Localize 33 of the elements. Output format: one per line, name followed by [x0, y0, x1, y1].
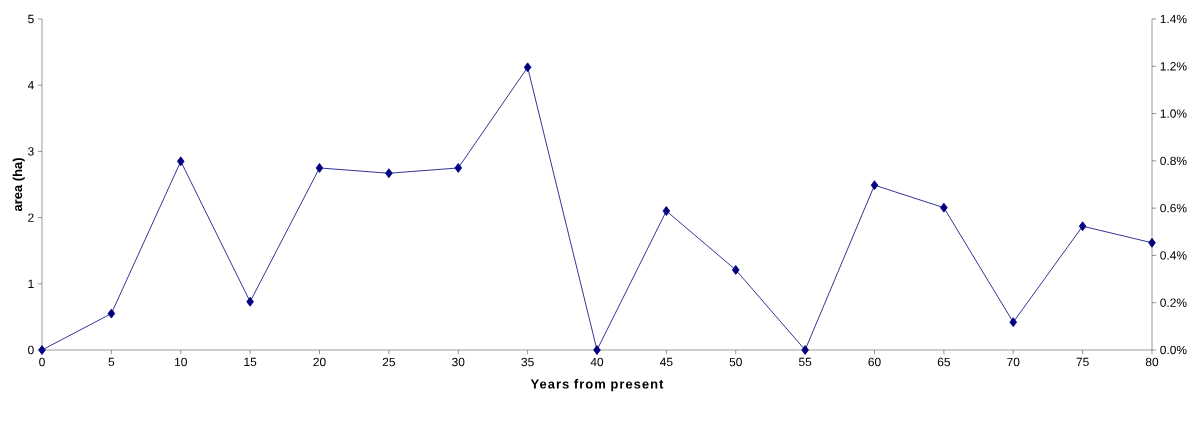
y2-tick-label: 0.8% — [1160, 156, 1187, 166]
y2-tick-label: 0.2% — [1160, 298, 1187, 307]
x-axis-title: Years from present — [530, 379, 664, 392]
y-tick-label: 4 — [27, 81, 34, 90]
x-tick-label: 70 — [1007, 357, 1020, 367]
x-tick-label: 45 — [660, 357, 673, 367]
x-tick-label: 15 — [244, 357, 257, 367]
y-axis-title: area (ha) — [12, 158, 25, 212]
x-tick-label: 40 — [590, 357, 604, 367]
y-tick-label: 1 — [28, 279, 34, 288]
x-tick-label: 80 — [1145, 357, 1159, 367]
x-tick-label: 5 — [108, 357, 115, 367]
y2-tick-label: 0.4% — [1160, 251, 1187, 260]
x-tick-label: 55 — [798, 357, 812, 367]
x-tick-label: 50 — [729, 357, 742, 367]
y2-tick-label: 1.2% — [1160, 62, 1187, 71]
x-tick-label: 35 — [521, 357, 534, 367]
y-tick-label: 5 — [28, 14, 34, 24]
x-tick-label: 65 — [937, 357, 950, 367]
x-tick-label: 0 — [39, 357, 45, 367]
y-tick-label: 0 — [28, 345, 34, 355]
x-tick-label: 60 — [868, 357, 881, 367]
x-tick-label: 10 — [175, 357, 187, 367]
y2-tick-label: 1.0% — [1160, 109, 1187, 118]
x-tick-label: 30 — [452, 357, 465, 367]
x-tick-label: 20 — [313, 357, 326, 367]
y2-tick-label: 1.4% — [1160, 14, 1187, 24]
y-tick-label: 2 — [28, 213, 34, 222]
x-tick-label: 25 — [382, 357, 396, 367]
y-tick-label: 3 — [28, 147, 34, 156]
y2-tick-label: 0.6% — [1160, 203, 1187, 213]
y2-tick-label: 0.0% — [1160, 345, 1187, 355]
x-tick-label: 75 — [1076, 357, 1089, 367]
